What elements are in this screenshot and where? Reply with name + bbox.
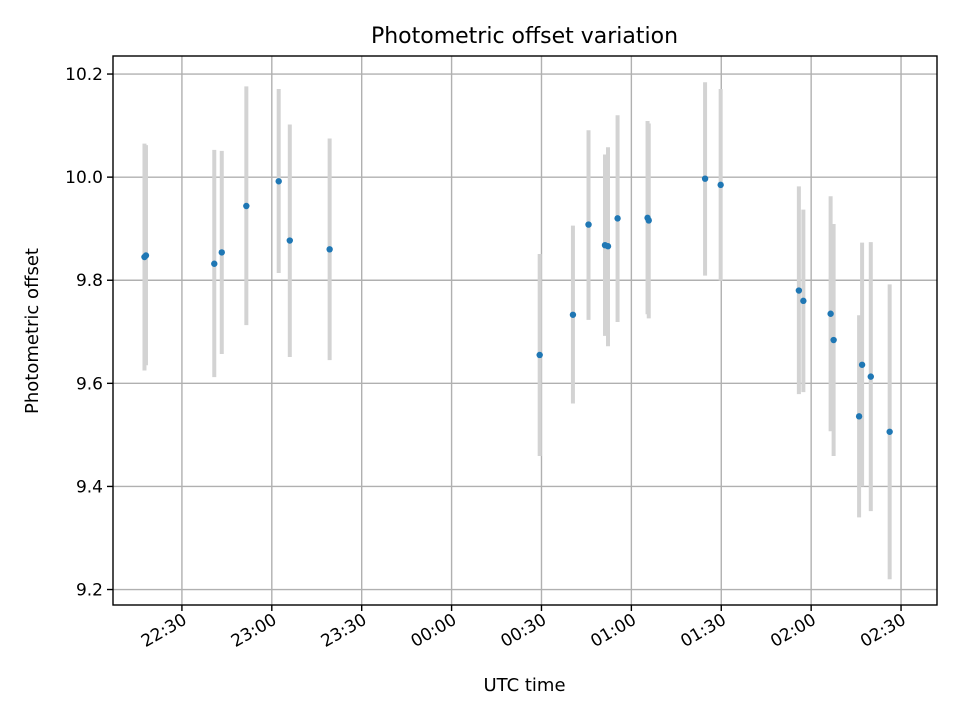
data-point [830,336,837,344]
data-point [326,246,333,253]
x-axis-ticks: 22:30 23:00 23:30 00:00 00:30 01:00 01:30 02:00… [138,605,910,652]
grid-lines [113,56,937,605]
data-point [536,351,543,359]
y-axis-ticks: 9.2 9.4 9.6 9.8 10.0 10.2 [65,65,113,601]
data-point [243,202,250,210]
y-tick-label: 10.0 [65,168,103,188]
y-axis-label: Photometric offset [22,248,43,414]
x-tick-label: 02:30 [857,610,909,652]
data-point [275,178,282,185]
error-bars [142,82,892,580]
data-point [717,181,724,189]
chart-title: Photometric offset variation [371,24,678,49]
x-axis-label: UTC time [483,675,565,696]
data-point [604,243,612,250]
x-tick-label: 02:00 [767,610,819,652]
data-point [585,221,592,228]
data-point [855,413,863,420]
plot-frame [112,55,938,606]
data-points [141,175,893,435]
x-tick-label: 01:30 [677,610,729,652]
y-tick-label: 9.2 [76,581,103,601]
y-tick-label: 10.2 [65,65,103,85]
x-tick-label: 00:00 [408,610,460,652]
data-point [569,311,577,318]
x-tick-label: 23:30 [318,610,370,652]
data-point [800,297,807,305]
data-point [701,175,709,182]
data-point [886,428,893,435]
data-point [858,361,866,368]
data-point [867,373,874,380]
data-point [795,287,803,294]
data-point [211,260,218,267]
data-point [614,215,621,222]
x-tick-label: 01:00 [587,610,639,652]
data-point [827,310,834,317]
data-point [645,217,652,224]
x-tick-label: 22:30 [138,610,190,652]
x-tick-label: 00:30 [498,610,550,652]
y-tick-label: 9.8 [76,271,103,291]
y-tick-label: 9.4 [76,477,103,497]
data-point [218,249,225,256]
data-point [142,252,150,259]
y-tick-label: 9.6 [76,374,103,394]
data-point [286,237,293,244]
x-tick-label: 23:00 [228,610,280,652]
